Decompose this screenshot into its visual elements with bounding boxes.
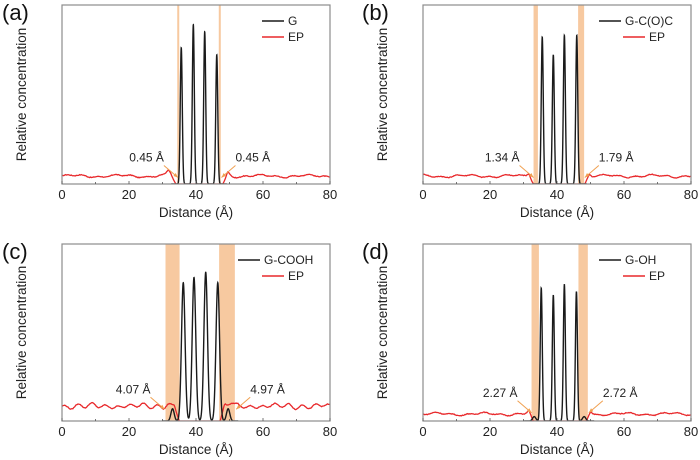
plot-area [423,33,691,184]
panel-label: (b) [362,0,389,25]
legend-label: G-COOH [264,253,313,267]
x-tick-label: 40 [550,424,564,439]
legend: G-OH EP [599,253,665,283]
annotation-arrowhead [529,172,534,178]
plot-area [62,23,330,184]
legend-label: G-OH [625,253,656,267]
interface-band-right [219,244,235,421]
x-axis-title: Distance (Å) [159,442,233,457]
annotation-arrowhead [588,408,594,413]
annotation-label: 2.72 Å [603,385,638,400]
ep-line-left [423,409,560,421]
x-tick-label: 80 [323,187,337,202]
panel-a: (a) 0 20 40 60 80 Distance (Å) Relative concen… [2,0,337,220]
y-axis-title: Relative concentration [14,28,29,162]
interface-band-right [218,5,221,184]
interface-band-left [165,244,180,421]
x-axis-title: Distance (Å) [159,205,233,220]
x-tick-label: 40 [189,424,203,439]
x-axis-title: Distance (Å) [520,442,594,457]
plot-area [62,271,330,421]
x-tick-label: 20 [483,424,497,439]
legend-label: EP [649,269,665,283]
annotation-label: 4.97 Å [250,381,285,396]
graphene-line [532,33,587,184]
legend-label: EP [649,30,665,44]
x-tick-label: 60 [256,187,270,202]
x-tick-label: 0 [419,424,426,439]
panel-d: (d) 0 20 40 60 80 Distance (Å) Relative concen… [362,239,698,457]
interface-band-right [578,5,585,184]
x-tick-label: 60 [617,424,631,439]
ep-line-right [559,173,691,184]
interface-band-left [177,5,180,184]
interface-band-left [531,244,539,421]
x-tick-label: 20 [122,424,136,439]
x-tick-label: 60 [256,424,270,439]
x-tick-label: 40 [189,187,203,202]
annotation-arrowhead [236,404,241,410]
annotation-label: 2.27 Å [483,385,518,400]
annotation-label: 4.07 Å [116,381,151,396]
interface-band-right [578,244,588,421]
legend-label: EP [288,30,304,44]
annotation-arrowhead [160,404,165,410]
annotation-label: 0.45 Å [129,149,164,164]
y-axis-title: Relative concentration [375,266,390,400]
x-tick-label: 80 [684,424,698,439]
x-tick-label: 20 [122,187,136,202]
y-axis-title: Relative concentration [375,28,390,162]
panel-label: (a) [2,0,29,25]
annotation-arrowhead [221,172,226,178]
annotation-label: 1.79 Å [599,149,634,164]
annotation-label: 0.45 Å [235,149,270,164]
x-tick-label: 0 [58,187,65,202]
legend-label: G-C(O)C [625,14,673,28]
annotation-arrowhead [173,172,178,178]
interface-band-left [533,5,538,184]
x-tick-label: 40 [550,187,564,202]
legend-label: EP [288,269,304,283]
legend: G-C(O)C EP [599,14,673,44]
legend-label: G [288,14,297,28]
legend: G-COOH EP [238,253,313,283]
annotation-arrowhead [527,408,532,413]
ep-line-right [560,411,691,421]
x-tick-label: 20 [483,187,497,202]
x-tick-label: 0 [58,424,65,439]
x-tick-label: 60 [617,187,631,202]
graphene-line [171,23,227,184]
panel-label: (c) [2,239,28,264]
panel-label: (d) [362,239,389,264]
ep-line-right [199,170,330,184]
x-tick-label: 80 [684,187,698,202]
x-axis-title: Distance (Å) [520,205,594,220]
panel-c: (c) 0 20 40 60 80 Distance (Å) Relative concen… [2,239,337,457]
graphene-line [524,283,595,421]
y-axis-title: Relative concentration [14,266,29,400]
legend: G EP [262,14,304,44]
x-tick-label: 0 [419,187,426,202]
panel-b: (b) 0 20 40 60 80 Distance (Å) Relative concen… [362,0,698,220]
annotation-label: 1.34 Å [485,149,520,164]
ep-line-left [423,172,559,184]
x-tick-label: 80 [323,424,337,439]
plot-area [423,283,691,421]
annotation-arrowhead [584,172,590,178]
graphene-line [162,271,239,421]
ep-line-left [62,401,200,421]
